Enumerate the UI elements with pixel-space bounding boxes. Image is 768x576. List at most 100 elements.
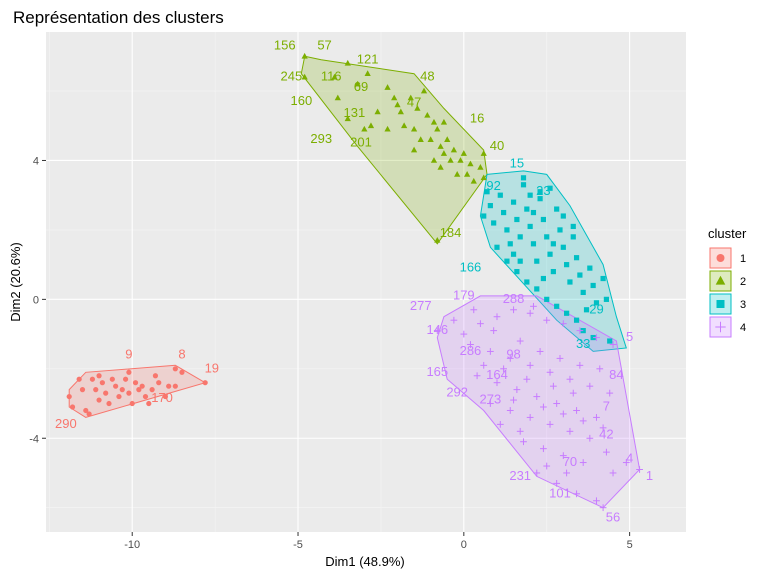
cluster-2-label: 47 [407, 95, 421, 110]
cluster-4-point [599, 504, 607, 512]
cluster-4-label: 146 [426, 322, 448, 337]
cluster-3-point [514, 216, 520, 223]
cluster-3-point [497, 192, 503, 198]
cluster-2-point [444, 136, 451, 142]
cluster-3-point [530, 241, 537, 247]
cluster-4-point [480, 361, 488, 369]
cluster-4-point [563, 469, 571, 477]
legend-item-3: 3 [709, 293, 746, 315]
cluster-4-point [546, 368, 554, 376]
cluster-4-label: 288 [503, 291, 525, 306]
cluster-1-point [202, 380, 208, 386]
cluster-2-label: 245 [281, 69, 303, 84]
cluster-2-point [397, 108, 404, 115]
cluster-4-point [523, 375, 531, 383]
cluster-4-point [526, 309, 534, 317]
cluster-4-point [566, 375, 574, 383]
cluster-3-point [537, 196, 543, 202]
cluster-4-point [520, 438, 527, 446]
cluster-3-point [534, 286, 540, 292]
x-axis-title: Dim1 (48.9%) [325, 554, 404, 569]
cluster-4-point [470, 306, 478, 314]
cluster-4-point [450, 316, 458, 324]
cluster-4-point [493, 379, 501, 387]
cluster-2-point [394, 101, 401, 108]
cluster-3-point [524, 279, 530, 285]
cluster-4-point [513, 386, 521, 394]
cluster-1-point [76, 376, 82, 382]
cluster-4-label: 98 [506, 346, 520, 361]
cluster-3-point [550, 241, 556, 247]
legend-label: 1 [740, 253, 746, 265]
legend-label: 2 [740, 276, 746, 288]
cluster-4-label: 70 [563, 454, 577, 469]
cluster-3-point [600, 275, 606, 282]
cluster-4-point [506, 407, 514, 414]
cluster-1-label: 9 [125, 346, 132, 361]
cluster-2-point [367, 122, 375, 129]
cluster-4-point [543, 316, 551, 324]
cluster-2-point [434, 125, 441, 132]
cluster-1-point [162, 393, 168, 400]
x-tick-label: -5 [293, 539, 303, 551]
cluster-4-point [526, 361, 534, 369]
legend-marker [715, 275, 726, 285]
cluster-1-point [179, 369, 185, 375]
x-tick-label: 5 [627, 539, 633, 551]
cluster-3-point [554, 303, 560, 309]
cluster-3-point [504, 227, 510, 233]
cluster-2-point [460, 150, 467, 156]
cluster-1-point [116, 393, 122, 400]
cluster-1-point [132, 380, 139, 386]
cluster-2-point [334, 94, 341, 101]
cluster-3-point [530, 209, 537, 216]
cluster-3-point [484, 189, 490, 195]
y-axis-title: Dim2 (20.6%) [8, 242, 23, 321]
cluster-4-label: 1 [646, 468, 653, 483]
cluster-2-point [420, 87, 428, 94]
cluster-3-point [491, 220, 497, 226]
cluster-4-point [636, 466, 643, 473]
cluster-2-point [407, 94, 414, 101]
cluster-4-point [533, 469, 541, 477]
cluster-4-point [559, 320, 567, 328]
cluster-3-hull [479, 170, 627, 352]
cluster-4-point [543, 462, 551, 470]
cluster-4-point [559, 410, 567, 418]
cluster-1-point [69, 404, 76, 410]
cluster-4-point [566, 427, 574, 435]
cluster-3-point [567, 279, 573, 285]
cluster-3-label: 33 [576, 336, 590, 351]
cluster-4-point [573, 490, 580, 498]
cluster-4-label: 56 [606, 510, 620, 525]
cluster-2-point [470, 177, 477, 184]
cluster-4-label: 273 [480, 392, 502, 407]
cluster-4-point [506, 355, 514, 362]
cluster-2-point [364, 70, 371, 77]
cluster-1-point [86, 411, 92, 417]
cluster-4-label: 286 [460, 343, 482, 358]
cluster-2-point [301, 73, 308, 80]
cluster-3-point [487, 203, 493, 209]
cluster-2-point [454, 170, 461, 177]
cluster-1-point [89, 376, 96, 382]
cluster-4-point [549, 382, 557, 390]
cluster-4-label: 84 [609, 367, 623, 382]
cluster-2-point [384, 84, 391, 90]
cluster-3-point [573, 255, 580, 261]
cluster-2-point [424, 111, 431, 118]
cluster-2-point [401, 122, 408, 129]
cluster-2-point [331, 73, 338, 80]
cluster-4-point [576, 361, 584, 369]
cluster-3-point [527, 223, 533, 230]
cluster-2-point [361, 125, 368, 132]
cluster-1-point [93, 387, 99, 393]
cluster-1-point [126, 390, 132, 396]
legend-marker [716, 254, 725, 262]
cluster-1-point [66, 393, 72, 400]
cluster-2-point [301, 52, 308, 59]
cluster-2-point [440, 150, 448, 156]
cluster-3-point [564, 310, 570, 316]
cluster-2-label: 184 [440, 225, 462, 240]
cluster-2-label: 201 [350, 135, 372, 150]
